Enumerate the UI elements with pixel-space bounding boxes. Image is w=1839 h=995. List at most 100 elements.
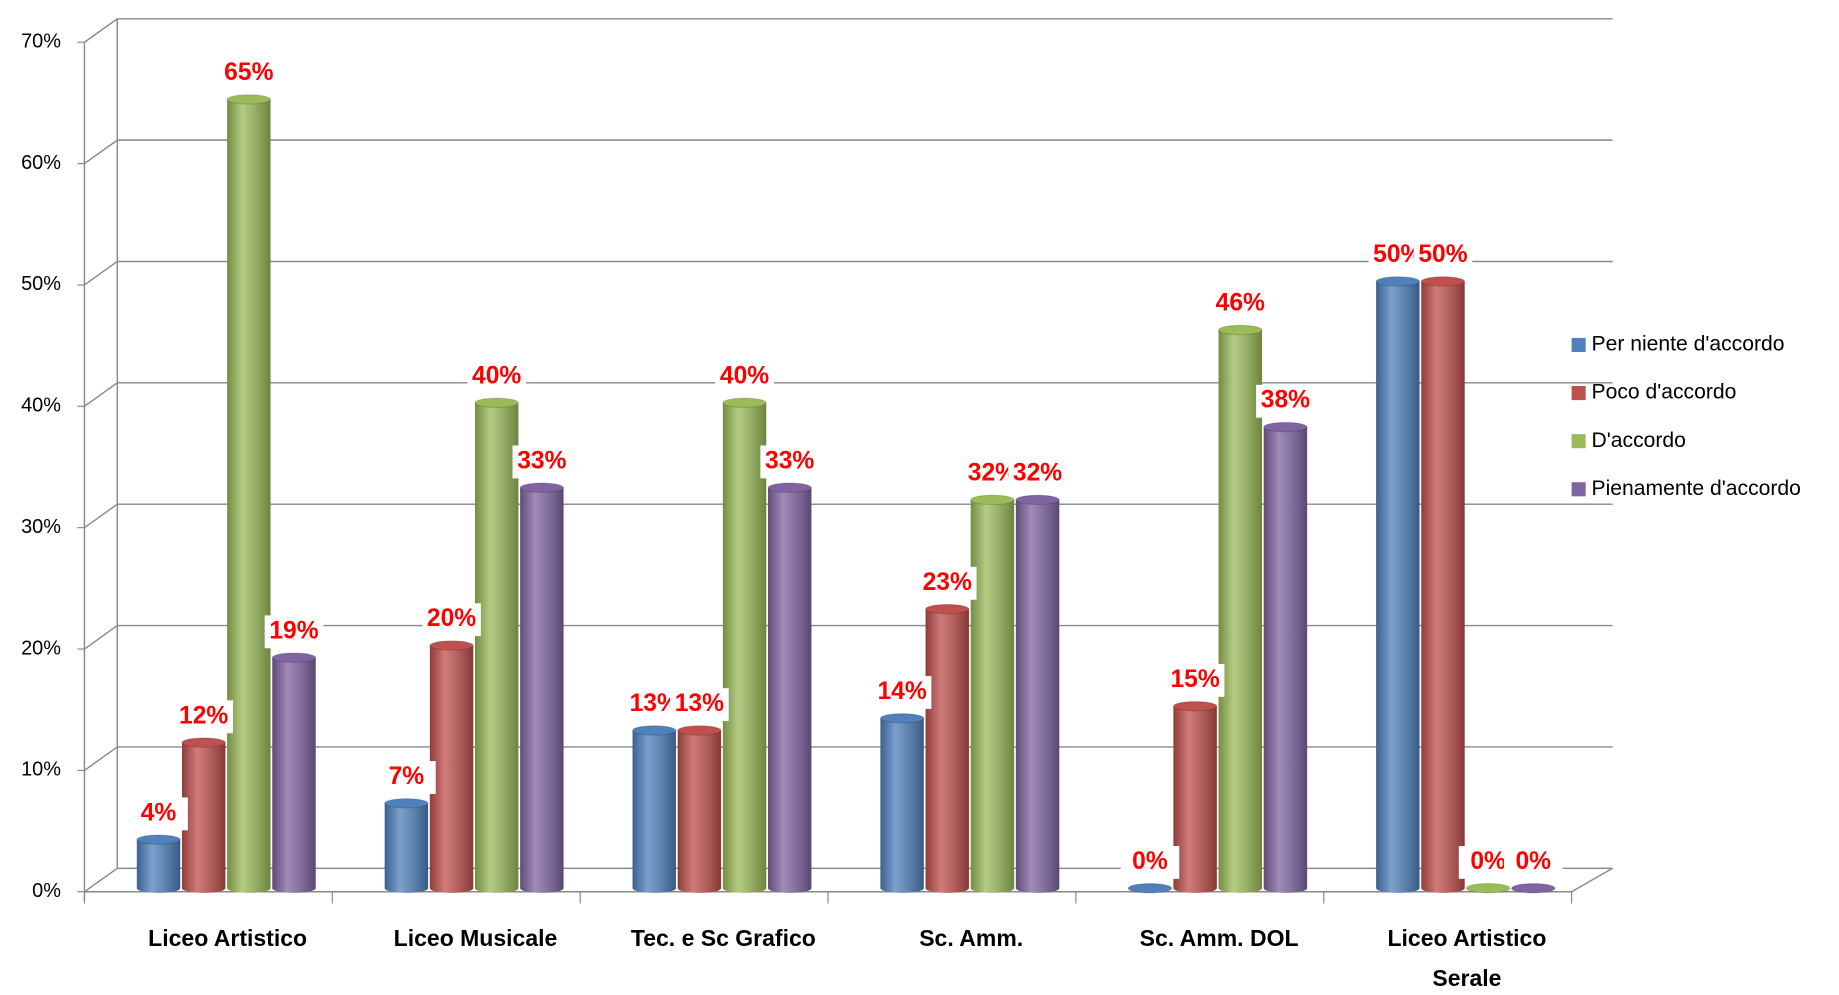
x-tick-label: Sc. Amm. DOL bbox=[1139, 924, 1299, 951]
legend-label: Poco d'accordo bbox=[1592, 381, 1737, 404]
y-tick-label: 20% bbox=[21, 637, 61, 659]
legend-label: Per niente d'accordo bbox=[1592, 333, 1785, 356]
bar bbox=[1465, 882, 1511, 894]
bar bbox=[631, 725, 677, 893]
grid-line bbox=[84, 139, 1613, 165]
bar bbox=[1420, 276, 1466, 893]
data-label: 19% bbox=[269, 617, 318, 644]
bar-shade bbox=[272, 657, 316, 893]
bar bbox=[677, 725, 722, 893]
legend-swatch bbox=[1571, 482, 1586, 497]
x-tick-label: Liceo Artistico Serale bbox=[1387, 924, 1547, 991]
bar-top bbox=[181, 737, 226, 748]
label-bg bbox=[917, 566, 977, 600]
bar-top bbox=[767, 482, 812, 494]
bar bbox=[1375, 276, 1421, 893]
bar-shade bbox=[1218, 329, 1262, 893]
label-bg bbox=[1413, 239, 1473, 273]
bar-top bbox=[879, 713, 925, 724]
data-label: 33% bbox=[765, 447, 814, 474]
bar bbox=[1127, 882, 1173, 894]
y-tick-label: 70% bbox=[21, 31, 61, 53]
bar-top bbox=[384, 797, 429, 809]
data-label: 13% bbox=[675, 690, 724, 717]
grid-line bbox=[84, 18, 1613, 43]
data-label: 0% bbox=[1132, 848, 1168, 875]
bar-top bbox=[1263, 421, 1308, 433]
bar-shade bbox=[1263, 427, 1308, 893]
grid-line bbox=[84, 260, 1613, 286]
bar-top bbox=[1465, 882, 1511, 894]
label-bg bbox=[174, 700, 234, 734]
x-tick-label: Sc. Amm. bbox=[919, 924, 1024, 951]
bar-shade bbox=[1015, 499, 1060, 893]
label-bg bbox=[264, 615, 324, 649]
legend-swatch bbox=[1571, 337, 1586, 353]
label-bg bbox=[129, 797, 188, 831]
bar-shade bbox=[520, 487, 564, 893]
bar-top bbox=[722, 397, 767, 409]
bar-shade bbox=[429, 645, 474, 893]
y-tick-label: 40% bbox=[21, 395, 61, 417]
bar-shade bbox=[1376, 281, 1420, 893]
bar bbox=[1015, 494, 1060, 893]
bar-shade bbox=[227, 99, 271, 893]
data-label: 46% bbox=[1216, 290, 1265, 317]
data-label: 7% bbox=[389, 763, 425, 790]
label-bg bbox=[760, 445, 820, 479]
bar bbox=[1510, 882, 1556, 894]
legend-swatch bbox=[1571, 386, 1586, 401]
bar-top bbox=[474, 397, 519, 409]
bar-shade bbox=[970, 499, 1015, 893]
data-label: 23% bbox=[923, 569, 972, 596]
bar-top bbox=[1127, 882, 1173, 894]
label-bg bbox=[1008, 457, 1067, 491]
label-bg bbox=[1210, 287, 1270, 321]
grid-line bbox=[84, 503, 1613, 529]
x-tick-label: Tec. e Sc Grafico bbox=[630, 924, 816, 951]
bar-shade bbox=[384, 803, 429, 893]
label-bg bbox=[1256, 384, 1315, 418]
label-bg bbox=[715, 360, 774, 394]
bar bbox=[384, 797, 429, 893]
bar bbox=[879, 713, 925, 893]
data-label: 32% bbox=[1013, 460, 1062, 487]
bar-top bbox=[136, 834, 181, 845]
y-tick-label: 50% bbox=[21, 273, 61, 295]
bar bbox=[1263, 421, 1308, 893]
bar bbox=[429, 640, 474, 893]
bar bbox=[767, 482, 812, 893]
bar-top bbox=[1420, 276, 1466, 287]
bar-shade bbox=[925, 609, 969, 893]
bar bbox=[722, 397, 767, 893]
bar bbox=[136, 834, 181, 893]
bar bbox=[519, 482, 565, 893]
label-bg bbox=[1120, 845, 1180, 879]
label-bg bbox=[467, 360, 527, 394]
bar bbox=[474, 397, 519, 893]
grid-line bbox=[84, 382, 1613, 407]
y-tick-label: 30% bbox=[21, 516, 61, 538]
bar-shade bbox=[722, 402, 767, 893]
data-label: 15% bbox=[1170, 666, 1219, 693]
data-label: 0% bbox=[1515, 848, 1551, 875]
label-bg bbox=[512, 445, 572, 479]
grid-line bbox=[84, 624, 1613, 650]
data-label: 20% bbox=[427, 605, 476, 632]
data-label: 0% bbox=[1470, 848, 1506, 875]
bar-top bbox=[1015, 494, 1060, 506]
bar bbox=[1217, 324, 1263, 893]
x-tick-label: Liceo Artistico bbox=[148, 924, 308, 951]
y-tick-label: 60% bbox=[21, 152, 61, 174]
legend-swatch bbox=[1571, 434, 1586, 449]
bar-shade bbox=[880, 718, 924, 893]
y-tick-label: 0% bbox=[32, 880, 61, 902]
bar-top bbox=[1217, 324, 1263, 336]
bar-top bbox=[271, 652, 317, 663]
legend-label: D'accordo bbox=[1592, 429, 1686, 452]
data-label: 14% bbox=[877, 678, 926, 705]
bar-top bbox=[519, 482, 565, 494]
bar-top bbox=[970, 494, 1015, 506]
